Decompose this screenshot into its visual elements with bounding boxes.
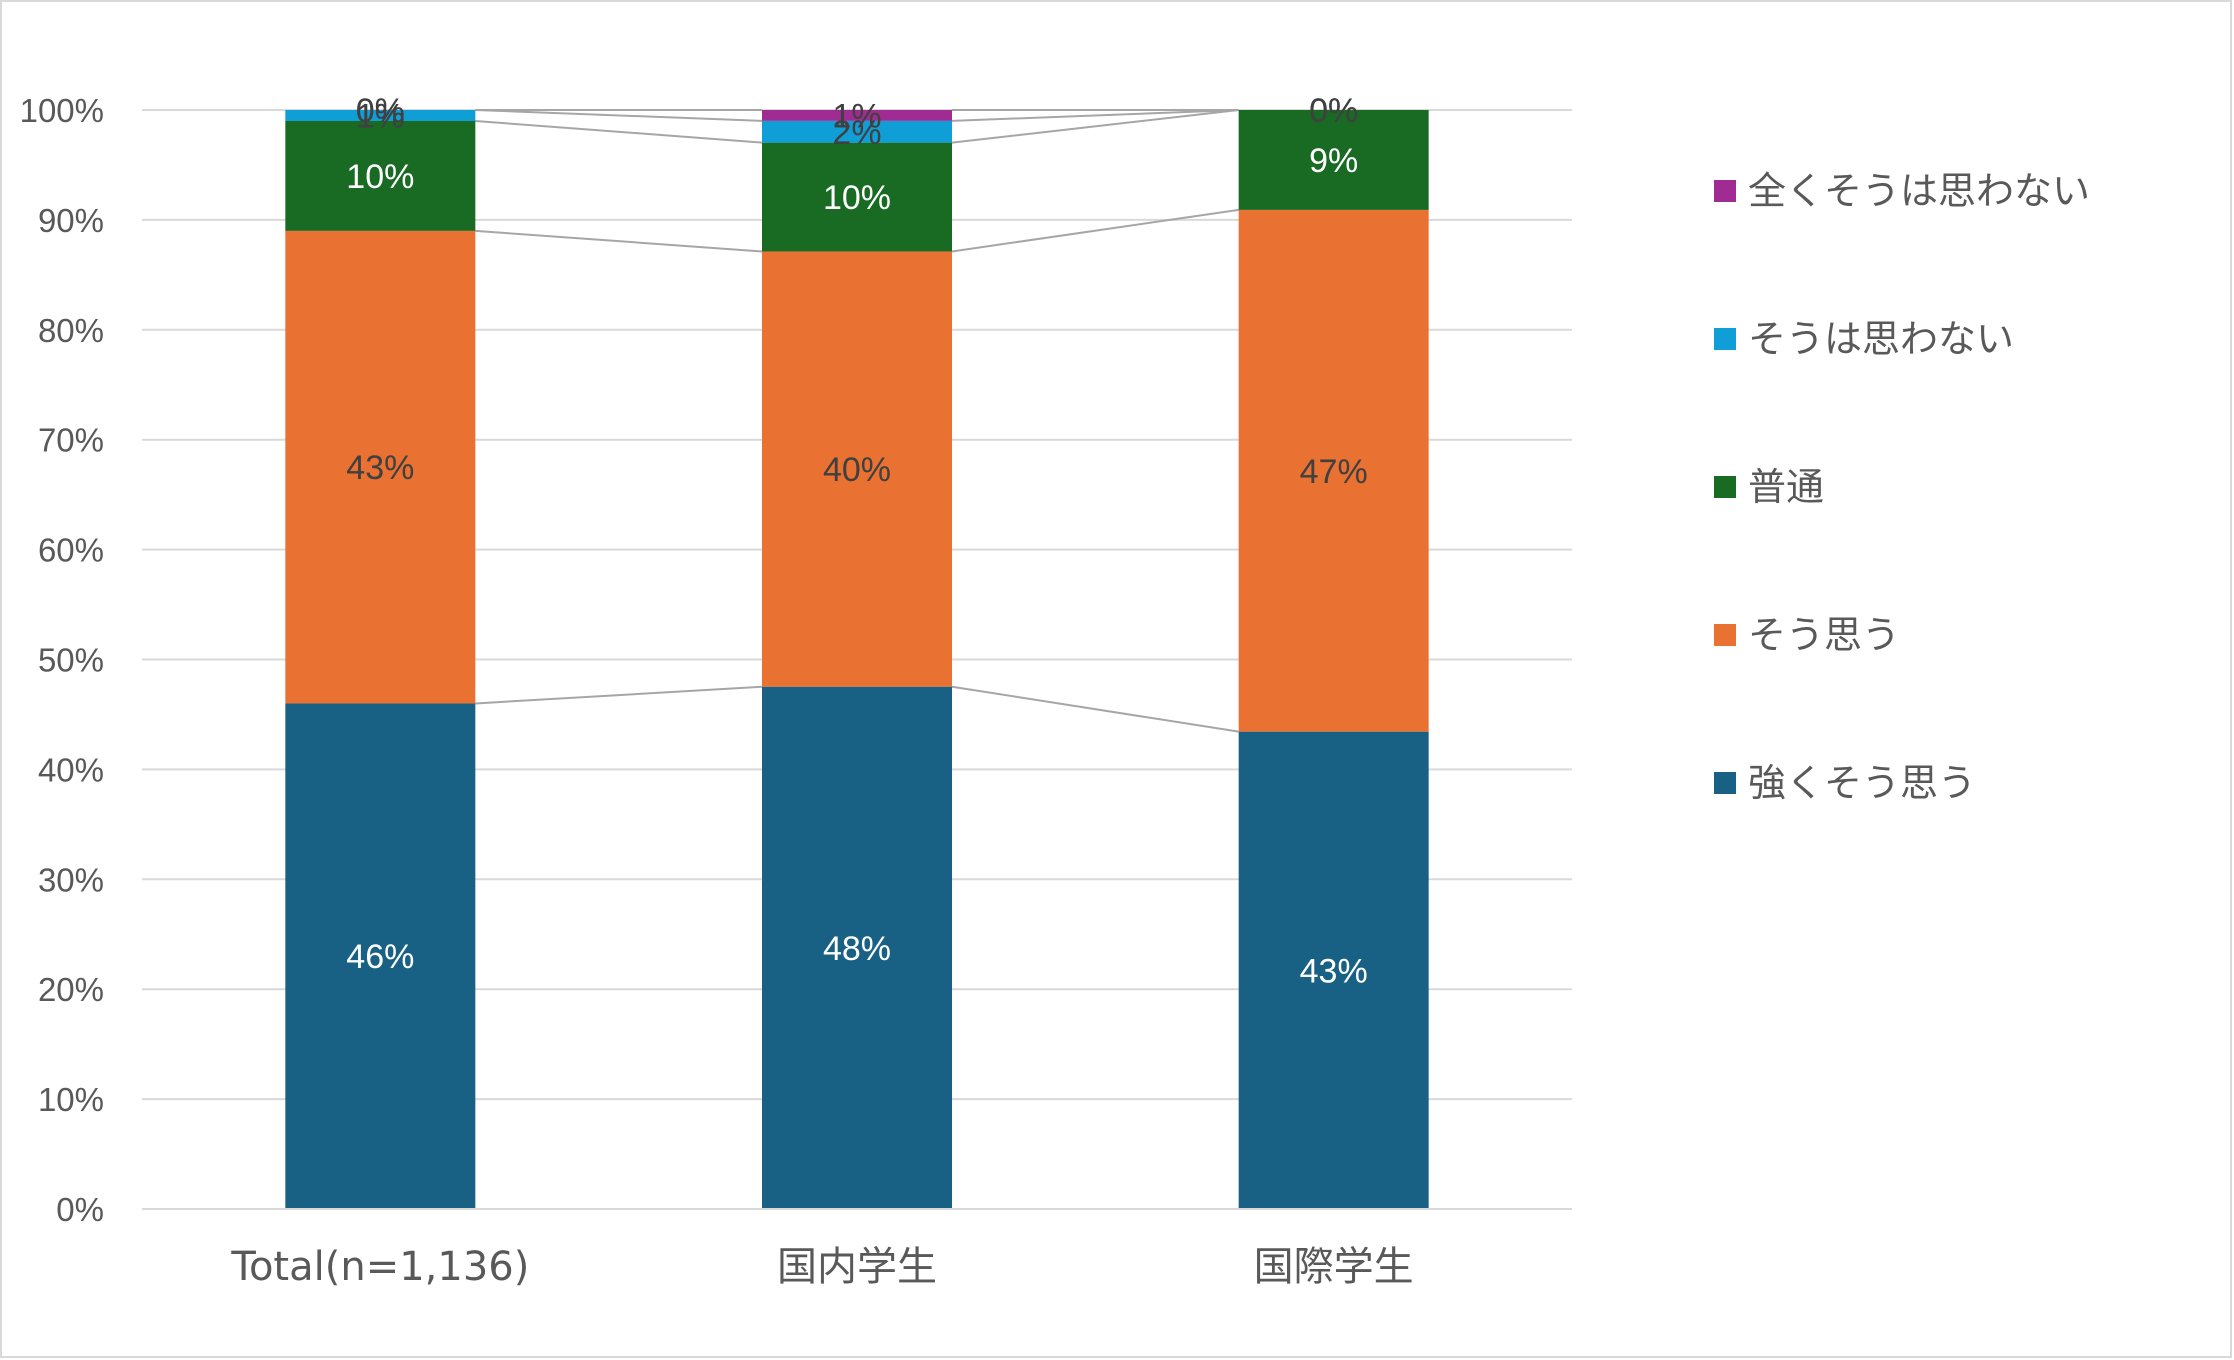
legend-swatch (1714, 624, 1736, 646)
data-label: 43% (346, 449, 414, 487)
bar-segment (285, 703, 476, 1209)
data-label: 1% (356, 97, 405, 135)
legend-label: そうは思わない (1748, 317, 2014, 361)
bar-segment (1238, 209, 1429, 732)
y-tick-label: 60% (38, 532, 104, 569)
legend-swatch (1714, 476, 1736, 498)
bar-segment (762, 686, 952, 1209)
data-label: 2% (832, 114, 881, 152)
data-label: 1% (832, 97, 881, 135)
legend-item: 強くそう思う (1714, 761, 1976, 805)
y-tick-label: 80% (38, 312, 104, 349)
y-tick-label: 10% (38, 1081, 104, 1118)
legend-item: 全くそうは思わない (1714, 169, 2090, 213)
series-line (951, 109, 1239, 144)
legend-label: 普通 (1748, 465, 1824, 509)
bar-segment (285, 110, 476, 121)
legend-item: 普通 (1714, 465, 1824, 509)
data-label: 0% (1309, 92, 1358, 130)
y-tick-label: 20% (38, 971, 104, 1008)
axes: 0% 10% 20% 30% 40% 50% 60% 70% 80% 90% 100% Total(n… (20, 92, 1572, 1290)
data-label: 47% (1300, 453, 1368, 491)
bar-segment (762, 110, 952, 121)
series-line (475, 685, 763, 705)
data-label: 10% (823, 179, 891, 217)
data-label: 48% (823, 930, 891, 968)
series-line (475, 119, 763, 144)
category-label: Total(n=1,136) (230, 1244, 529, 1290)
bar-segment (1238, 731, 1429, 1209)
legend-label: そう思う (1748, 613, 1900, 657)
data-label: 9% (1309, 142, 1358, 180)
data-label: 0% (356, 92, 405, 130)
legend-item: そう思う (1714, 613, 1900, 657)
bar-segment (762, 142, 952, 252)
series-line (475, 109, 763, 122)
series-line (951, 685, 1239, 733)
data-labels: 46%43%10%1%0%48%40%10%2%1%43%47%9%0%0% (346, 92, 1367, 990)
series-line (951, 208, 1239, 253)
bars (285, 110, 1429, 1209)
series-lines (475, 109, 1239, 733)
bar-segment (285, 230, 476, 704)
y-tick-label: 30% (38, 861, 104, 898)
legend-item: そうは思わない (1714, 317, 2014, 361)
bar-segment (1238, 110, 1429, 210)
data-label: 10% (346, 158, 414, 196)
bar-segment (762, 251, 952, 687)
legend-label: 強くそう思う (1748, 761, 1976, 805)
data-label: 40% (823, 451, 891, 489)
legend-label: 全くそうは思わない (1748, 169, 2090, 213)
bar-segment (285, 120, 476, 231)
data-label: 46% (346, 938, 414, 976)
y-tick-label: 90% (38, 202, 104, 239)
legend-swatch (1714, 772, 1736, 794)
category-label: 国内学生 (777, 1244, 937, 1290)
y-tick-label: 50% (38, 642, 104, 679)
legend-swatch (1714, 328, 1736, 350)
series-line (951, 109, 1239, 122)
legend-swatch (1714, 180, 1736, 202)
y-tick-label: 100% (20, 92, 104, 129)
data-label: 0% (1309, 92, 1358, 130)
series-line (475, 229, 763, 253)
y-tick-label: 0% (56, 1191, 104, 1228)
y-tick-label: 40% (38, 751, 104, 788)
category-label: 国際学生 (1254, 1244, 1414, 1290)
bar-segment (762, 120, 952, 143)
data-label: 43% (1300, 952, 1368, 990)
y-tick-label: 70% (38, 422, 104, 459)
